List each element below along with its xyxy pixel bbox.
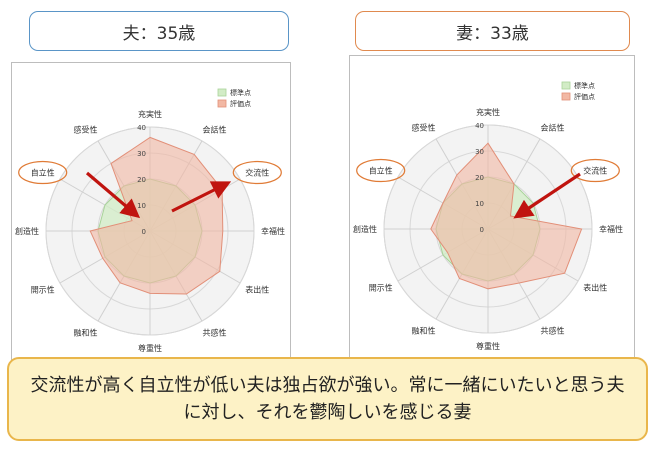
- axis-label: 会話性: [203, 125, 227, 135]
- husband-chart-panel: 0 10 20 30 40 充実性会話性交流性幸福性表出性共感性尊重性 融和性 開示性 創造性 自…: [11, 62, 291, 364]
- axis-label: 創造性: [353, 224, 377, 234]
- axis-label: 開示性: [31, 285, 55, 295]
- radial-tick-label: 40: [475, 122, 484, 130]
- legend-swatch: [561, 92, 571, 101]
- radial-tick-label: 20: [475, 174, 484, 182]
- axis-label: 交流性: [583, 166, 607, 176]
- radial-tick-label: 10: [137, 202, 146, 210]
- axis-label: 表出性: [245, 285, 269, 295]
- axis-label: 充実性: [138, 109, 162, 119]
- axis-label: 共感性: [203, 327, 227, 337]
- legend-swatch: [217, 99, 227, 108]
- highlight-ellipse: [570, 158, 620, 183]
- axis-label: 自立性: [31, 168, 55, 178]
- legend-label: 評価点: [574, 92, 595, 101]
- legend-label: 評価点: [230, 99, 251, 108]
- axis-label: 感受性: [412, 123, 436, 133]
- series-evaluation-polygon: [430, 142, 583, 290]
- radial-tick-label: 40: [137, 124, 146, 132]
- legend-swatch: [561, 81, 571, 90]
- red-pointer-arrow: [85, 171, 141, 219]
- wife-title: 妻：33歳: [456, 23, 529, 44]
- husband-title: 夫：35歳: [122, 23, 196, 44]
- radial-tick-label: 0: [480, 226, 484, 234]
- axis-label: 融和性: [412, 325, 436, 335]
- axis-label: 充実性: [476, 107, 500, 117]
- axis-label: 開示性: [369, 283, 393, 293]
- legend-label: 標準点: [230, 88, 251, 97]
- axis-label: 共感性: [541, 325, 565, 335]
- axis-label: 幸福性: [599, 224, 623, 234]
- axis-label: 幸福性: [261, 226, 285, 236]
- summary-text: 交流性が高く自立性が低い夫は独占欲が強い。常に一緒にいたいと思う夫に対し、それを…: [30, 375, 625, 423]
- legend-label: 標準点: [574, 81, 595, 90]
- axis-label: 尊重性: [138, 343, 162, 353]
- husband-header: 夫：35歳: [29, 11, 289, 51]
- axis-label: 感受性: [74, 125, 98, 135]
- highlight-ellipse: [18, 160, 68, 185]
- red-pointer-arrow: [171, 181, 232, 213]
- radial-tick-label: 20: [137, 176, 146, 184]
- wife-header: 妻：33歳: [355, 11, 630, 51]
- axis-label: 融和性: [74, 327, 98, 337]
- red-pointer-arrow: [513, 172, 581, 219]
- highlight-ellipse: [356, 158, 406, 183]
- axis-label: 尊重性: [476, 341, 500, 351]
- axis-label: 創造性: [15, 226, 39, 236]
- legend-swatch: [217, 88, 227, 97]
- radial-tick-label: 30: [137, 150, 146, 158]
- axis-label: 自立性: [369, 166, 393, 176]
- highlight-ellipse: [232, 160, 282, 185]
- summary-callout: 交流性が高く自立性が低い夫は独占欲が強い。常に一緒にいたいと思う夫に対し、それを…: [7, 357, 648, 441]
- axis-label: 交流性: [245, 168, 269, 178]
- wife-chart-panel: 0 10 20 30 40 充実性会話性交流性幸福性表出性共感性尊重性 融和性 開示性 創造性 自…: [349, 55, 635, 364]
- radial-tick-label: 0: [142, 228, 146, 236]
- radial-tick-label: 10: [475, 200, 484, 208]
- axis-label: 表出性: [583, 283, 607, 293]
- radial-tick-label: 30: [475, 148, 484, 156]
- axis-label: 会話性: [541, 123, 565, 133]
